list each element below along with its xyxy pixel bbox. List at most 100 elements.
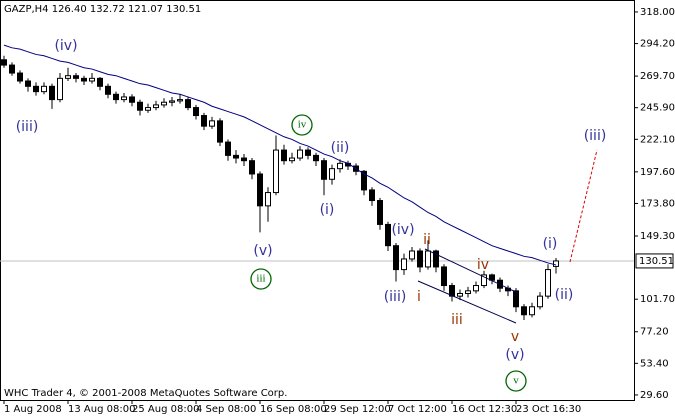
wave-label: (v)	[505, 347, 524, 363]
y-tick-label: 269.70	[640, 71, 675, 82]
wave-label: (ii)	[555, 287, 574, 303]
candle-body	[49, 85, 55, 101]
candle-body	[537, 295, 543, 308]
candle-body	[329, 168, 335, 180]
y-tick-label: 101.70	[640, 294, 675, 305]
y-tick-label: 77.20	[640, 327, 669, 338]
candle-body	[545, 269, 551, 297]
wave-label: iii	[256, 273, 265, 285]
candle-body	[185, 99, 191, 109]
channel-line	[417, 280, 517, 324]
candle-body	[225, 141, 231, 156]
x-tick-label: 25 Aug 08:00	[132, 404, 199, 415]
x-tick-label: 4 Sep 08:00	[196, 404, 256, 415]
candle-body	[113, 93, 119, 101]
wave-circle	[505, 370, 527, 392]
candle-body	[153, 104, 159, 109]
x-tick-label: 13 Aug 08:00	[68, 404, 135, 415]
footer: WHC Trader 4, © 2001-2008 MetaQuotes Sof…	[4, 388, 287, 399]
x-tick-label: 16 Oct 12:30	[452, 404, 517, 415]
candle-body	[17, 72, 23, 82]
candle-body	[465, 290, 471, 294]
candle-body	[529, 306, 535, 316]
candle-body	[449, 285, 455, 297]
candle-body	[145, 107, 151, 111]
candle-body	[65, 75, 71, 79]
candle-body	[249, 160, 255, 175]
candle-body	[169, 100, 175, 103]
wave-label: i	[417, 289, 421, 305]
candle-body	[521, 306, 527, 316]
wave-label: (iii)	[16, 119, 39, 135]
candle-body	[137, 101, 143, 111]
candle-body	[57, 77, 63, 101]
candle-body	[273, 149, 279, 194]
y-tick-label: 53.40	[640, 358, 669, 369]
candle-body	[233, 154, 239, 159]
candle-body	[81, 77, 87, 82]
wave-circle	[291, 114, 313, 136]
plot-frame	[0, 0, 635, 401]
x-tick-label: 7 Oct 12:00	[388, 404, 447, 415]
candle-body	[257, 173, 263, 207]
candle-body	[313, 154, 319, 162]
wave-label: ii	[423, 232, 431, 248]
chart-title: GAZP,H4 126.40 132.72 121.07 130.51	[4, 4, 201, 15]
wave-label: (v)	[253, 243, 272, 259]
projection-line	[569, 149, 598, 263]
wave-label: v	[511, 329, 519, 345]
moving-average	[3, 44, 557, 266]
candle-body	[297, 149, 303, 159]
wave-label: (iv)	[54, 38, 77, 54]
candle-body	[481, 274, 487, 287]
candle-body	[217, 120, 223, 143]
candle-body	[161, 101, 167, 106]
candle-body	[385, 223, 391, 247]
wave-label: iii	[451, 312, 463, 328]
candle-body	[433, 250, 439, 268]
y-tick-label: 245.90	[640, 103, 675, 114]
wave-label: (iv)	[391, 222, 414, 238]
candle-body	[41, 85, 47, 93]
candle-body	[321, 160, 327, 180]
candle-body	[305, 149, 311, 156]
candle-body	[33, 85, 39, 93]
candle-body	[129, 96, 135, 103]
y-tick-label: 173.80	[640, 198, 675, 209]
candle-body	[473, 285, 479, 292]
candle-body	[457, 292, 463, 297]
last-price-box	[635, 253, 674, 269]
x-tick-label: 1 Aug 2008	[4, 404, 62, 415]
candle-body	[265, 192, 271, 207]
candle-body	[25, 80, 31, 87]
candle-body	[121, 96, 127, 101]
wave-label: (iii)	[584, 128, 607, 144]
candle-body	[209, 120, 215, 127]
wave-circle	[250, 268, 272, 290]
y-tick-label: 318.00	[640, 7, 675, 18]
candle-body	[369, 189, 375, 202]
candle-body	[1, 59, 7, 66]
candle-body	[513, 290, 519, 308]
candle-body	[177, 99, 183, 102]
wave-label: iv	[477, 257, 489, 273]
y-tick-label: 29.60	[640, 390, 669, 401]
candle-body	[361, 170, 367, 191]
last-price-label: 130.51	[639, 256, 674, 267]
candle-body	[241, 157, 247, 162]
candle-body	[337, 162, 343, 170]
candle-body	[289, 157, 295, 162]
wave-label: iv	[298, 119, 307, 131]
candle-body	[201, 115, 207, 127]
candle-body	[89, 77, 95, 82]
x-tick-label: 16 Sep 08:00	[260, 404, 327, 415]
wave-label: (iii)	[384, 289, 407, 305]
candle-body	[409, 250, 415, 260]
candle-body	[401, 258, 407, 271]
candle-body	[9, 64, 15, 74]
y-tick-label: 149.30	[640, 231, 675, 242]
channel-line	[424, 248, 519, 294]
candle-body	[281, 149, 287, 162]
candle-body	[105, 85, 111, 95]
y-tick-label: 222.10	[640, 134, 675, 145]
